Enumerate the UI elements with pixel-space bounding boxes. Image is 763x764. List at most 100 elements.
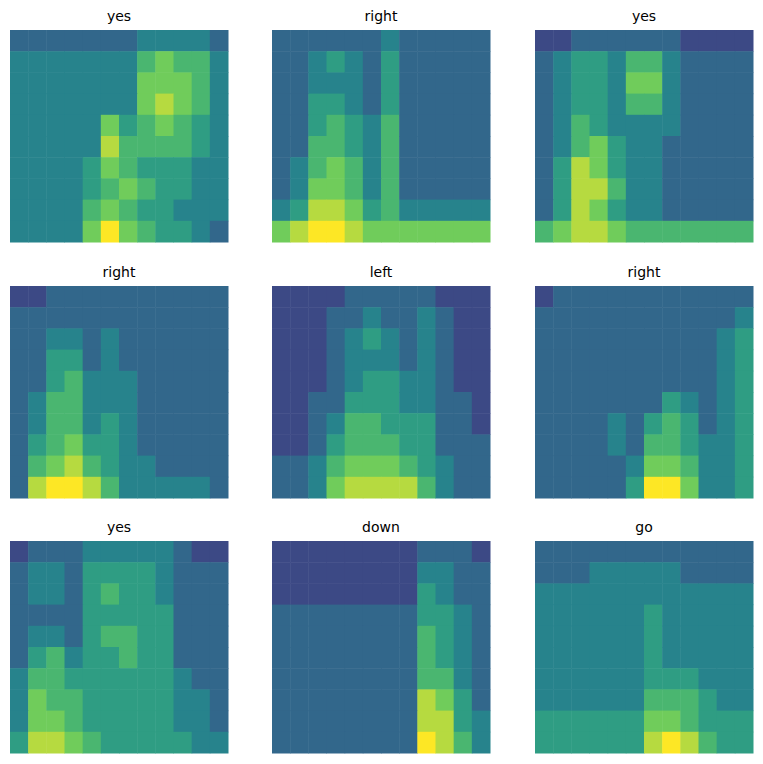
panel-title: yes (107, 519, 131, 535)
heat-cell (363, 72, 382, 94)
heat-cell (290, 434, 309, 456)
heat-cell (137, 605, 156, 627)
heat-cell (436, 157, 455, 179)
heat-cell (46, 605, 65, 627)
heat-cell (535, 668, 554, 690)
heat-cell (192, 605, 211, 627)
heat-cell (65, 626, 84, 648)
heat-cell (735, 434, 754, 456)
heat-cell (608, 221, 627, 243)
heat-cell (345, 51, 364, 73)
heat-cell (735, 328, 754, 350)
heat-cell (174, 689, 193, 711)
heat-cell (137, 136, 156, 158)
heat-cell (46, 711, 65, 733)
heat-cell (192, 689, 211, 711)
heat-cell (290, 371, 309, 393)
heat-cell (381, 178, 400, 200)
heat-cell (590, 157, 609, 179)
heat-cell (101, 732, 120, 754)
heat-cell (535, 94, 554, 116)
heat-cell (137, 94, 156, 116)
heat-cell (571, 647, 590, 669)
heat-cell (472, 30, 491, 52)
heat-cell (535, 307, 554, 329)
heat-cell (65, 541, 84, 563)
heat-cell (608, 371, 627, 393)
heat-cell (662, 668, 681, 690)
heat-cell (535, 136, 554, 158)
heat-cell (535, 157, 554, 179)
heat-cell (553, 115, 572, 137)
heat-cell (345, 94, 364, 116)
heat-cell (608, 732, 627, 754)
heat-cell (155, 689, 174, 711)
heat-cell (571, 178, 590, 200)
heat-cell (644, 668, 663, 690)
heat-cell (590, 456, 609, 478)
heat-cell (735, 456, 754, 478)
heat-cell (535, 434, 554, 456)
heat-cell (210, 178, 229, 200)
heat-cell (699, 115, 718, 137)
heat-cell (155, 307, 174, 329)
heat-cell (192, 286, 211, 308)
heat-cell (174, 732, 193, 754)
heat-cell (436, 626, 455, 648)
heat-cell (345, 350, 364, 372)
heat-cell (345, 200, 364, 222)
heat-cell (608, 350, 627, 372)
heat-cell (174, 30, 193, 52)
heat-cell (454, 221, 473, 243)
heat-cell (735, 307, 754, 329)
heat-cell (717, 221, 736, 243)
heat-cell (10, 136, 29, 158)
heat-cell (626, 286, 645, 308)
heat-cell (699, 72, 718, 94)
heat-cell (192, 413, 211, 435)
heat-cell (272, 434, 291, 456)
heat-cell (327, 30, 346, 52)
heat-cell (571, 541, 590, 563)
heat-cell (192, 668, 211, 690)
panel: yes (10, 519, 229, 754)
heat-cell (28, 307, 47, 329)
heat-cell (626, 178, 645, 200)
heat-cell (137, 221, 156, 243)
heat-cell (417, 72, 436, 94)
heat-cell (345, 371, 364, 393)
heat-cell (327, 392, 346, 414)
heat-cell (272, 477, 291, 499)
heat-cell (553, 689, 572, 711)
heat-cell (571, 605, 590, 627)
heat-cell (571, 30, 590, 52)
heat-cell (10, 307, 29, 329)
heat-cell (717, 200, 736, 222)
heat-cell (46, 178, 65, 200)
heat-cell (192, 115, 211, 137)
heat-cell (272, 221, 291, 243)
heat-cell (626, 30, 645, 52)
heat-cell (192, 94, 211, 116)
heat-cell (363, 307, 382, 329)
heat-cell (472, 328, 491, 350)
heat-cell (119, 221, 138, 243)
heat-cell (662, 583, 681, 605)
heat-cell (472, 732, 491, 754)
heat-cell (65, 350, 84, 372)
heat-cell (608, 157, 627, 179)
heat-cell (454, 94, 473, 116)
heat-cell (10, 178, 29, 200)
heat-cell (210, 328, 229, 350)
heat-cell (553, 200, 572, 222)
heat-cell (553, 328, 572, 350)
heat-cell (717, 328, 736, 350)
heat-cell (308, 115, 327, 137)
heat-cell (65, 711, 84, 733)
heat-cell (472, 605, 491, 627)
heat-cell (680, 647, 699, 669)
heat-cell (210, 115, 229, 137)
heat-cell (608, 30, 627, 52)
heat-cell (680, 328, 699, 350)
heat-cell (417, 94, 436, 116)
